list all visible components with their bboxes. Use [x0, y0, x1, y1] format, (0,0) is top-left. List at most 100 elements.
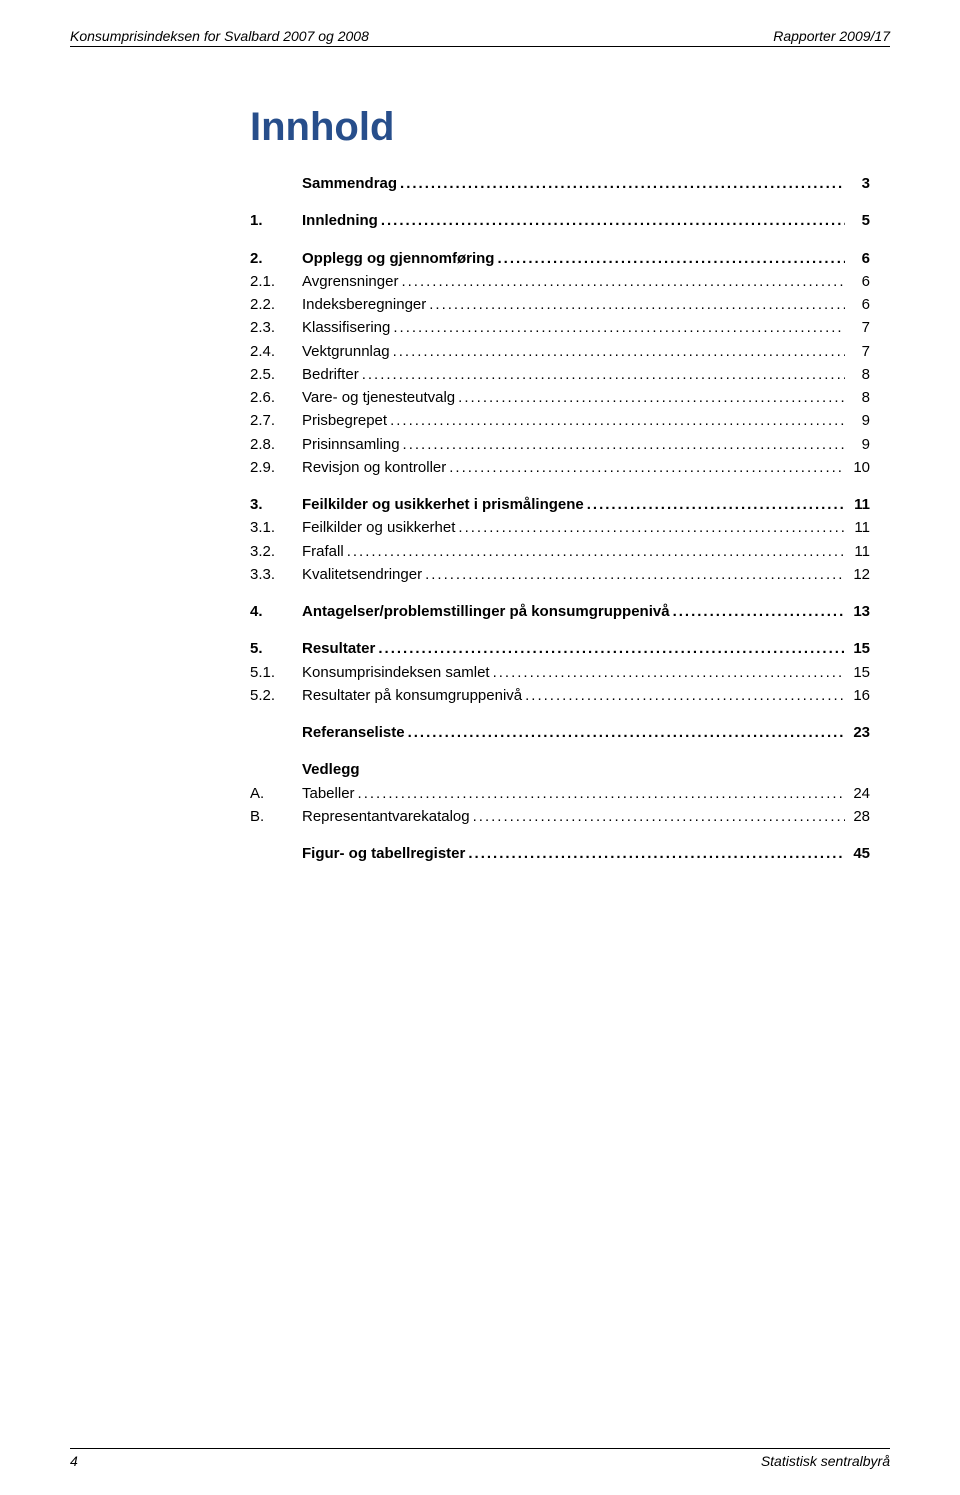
toc-row: 5.2.Resultater på konsumgruppenivå16	[250, 686, 870, 706]
toc-label: Resultater	[302, 639, 375, 659]
toc-leader	[458, 518, 845, 538]
toc-label: Feilkilder og usikkerhet	[302, 518, 455, 538]
section-gap	[250, 588, 870, 602]
toc-leader	[400, 174, 845, 194]
toc-leader	[429, 295, 845, 315]
running-footer: 4 Statistisk sentralbyrå	[70, 1448, 890, 1469]
toc-label: Figur- og tabellregister	[302, 844, 465, 864]
toc-row: 1.Innledning5	[250, 211, 870, 231]
toc-label: Feilkilder og usikkerhet i prismålingene	[302, 495, 584, 515]
toc-page: 15	[848, 639, 870, 659]
toc-label: Prisinnsamling	[302, 435, 400, 455]
toc-number: 1.	[250, 211, 302, 231]
toc-number: 5.1.	[250, 663, 302, 683]
toc-row: Referanseliste23	[250, 723, 870, 743]
toc-row: 2.8.Prisinnsamling9	[250, 435, 870, 455]
section-gap	[250, 746, 870, 760]
toc-label: Vedlegg	[302, 760, 360, 780]
toc-number: 2.2.	[250, 295, 302, 315]
toc-leader	[673, 602, 845, 622]
toc-page: 8	[848, 388, 870, 408]
toc-page: 15	[848, 663, 870, 683]
toc-row: 5.1.Konsumprisindeksen samlet15	[250, 663, 870, 683]
footer-page-number: 4	[70, 1453, 78, 1469]
toc-leader	[401, 272, 845, 292]
toc-number: 3.1.	[250, 518, 302, 538]
toc-number: 3.2.	[250, 542, 302, 562]
toc-leader	[390, 411, 845, 431]
toc-page: 10	[848, 458, 870, 478]
toc-row: Vedlegg	[250, 760, 870, 780]
toc-page: 6	[848, 272, 870, 292]
toc-row: 2.1.Avgrensninger6	[250, 272, 870, 292]
toc-label: Frafall	[302, 542, 344, 562]
toc-leader	[497, 249, 845, 269]
toc-page: 7	[848, 318, 870, 338]
toc-label: Vare- og tjenesteutvalg	[302, 388, 455, 408]
toc-page: 12	[848, 565, 870, 585]
toc-leader	[408, 723, 845, 743]
content-area: Innhold Sammendrag31.Innledning52.Oppleg…	[250, 105, 870, 864]
running-header: Konsumprisindeksen for Svalbard 2007 og …	[70, 28, 890, 44]
section-gap	[250, 197, 870, 211]
toc-number: 2.5.	[250, 365, 302, 385]
footer-publisher: Statistisk sentralbyrå	[761, 1453, 890, 1469]
section-gap	[250, 235, 870, 249]
toc-label: Prisbegrepet	[302, 411, 387, 431]
toc-leader	[468, 844, 845, 864]
toc-page: 23	[848, 723, 870, 743]
toc-row: 3.3.Kvalitetsendringer 12	[250, 565, 870, 585]
toc-leader	[525, 686, 845, 706]
toc-row: 2.6.Vare- og tjenesteutvalg8	[250, 388, 870, 408]
toc-page: 6	[848, 295, 870, 315]
toc-label: Antagelser/problemstillinger på konsumgr…	[302, 602, 670, 622]
toc-leader	[393, 342, 845, 362]
section-gap	[250, 709, 870, 723]
toc-leader	[381, 211, 845, 231]
toc-leader	[378, 639, 845, 659]
toc-row: 5.Resultater 15	[250, 639, 870, 659]
table-of-contents: Sammendrag31.Innledning52.Opplegg og gje…	[250, 174, 870, 864]
toc-number: 2.9.	[250, 458, 302, 478]
toc-number: A.	[250, 784, 302, 804]
toc-label: Kvalitetsendringer	[302, 565, 422, 585]
section-gap	[250, 830, 870, 844]
toc-leader	[449, 458, 845, 478]
toc-page: 16	[848, 686, 870, 706]
toc-label: Opplegg og gjennomføring	[302, 249, 494, 269]
header-rule	[70, 46, 890, 47]
toc-page: 11	[848, 542, 870, 562]
section-gap	[250, 625, 870, 639]
toc-number: 2.7.	[250, 411, 302, 431]
page-title: Innhold	[250, 105, 870, 150]
section-gap	[250, 481, 870, 495]
toc-label: Vektgrunnlag	[302, 342, 390, 362]
toc-row: 3.2.Frafall 11	[250, 542, 870, 562]
toc-row: B.Representantvarekatalog28	[250, 807, 870, 827]
toc-number: 2.4.	[250, 342, 302, 362]
header-right: Rapporter 2009/17	[773, 28, 890, 44]
toc-number: 2.3.	[250, 318, 302, 338]
toc-number: 3.3.	[250, 565, 302, 585]
toc-number: 2.1.	[250, 272, 302, 292]
toc-number: 5.2.	[250, 686, 302, 706]
toc-row: A.Tabeller 24	[250, 784, 870, 804]
toc-label: Klassifisering	[302, 318, 390, 338]
toc-leader	[358, 784, 845, 804]
toc-number: B.	[250, 807, 302, 827]
toc-number: 2.8.	[250, 435, 302, 455]
toc-page: 5	[848, 211, 870, 231]
toc-row: 2.9.Revisjon og kontroller10	[250, 458, 870, 478]
toc-page: 11	[848, 495, 870, 515]
toc-number: 3.	[250, 495, 302, 515]
toc-leader	[473, 807, 845, 827]
toc-page: 13	[848, 602, 870, 622]
toc-label: Tabeller	[302, 784, 355, 804]
toc-row: 2.3.Klassifisering 7	[250, 318, 870, 338]
toc-number: 5.	[250, 639, 302, 659]
toc-page: 24	[848, 784, 870, 804]
toc-row: 2.7.Prisbegrepet9	[250, 411, 870, 431]
toc-row: 2.Opplegg og gjennomføring6	[250, 249, 870, 269]
toc-row: 2.5.Bedrifter8	[250, 365, 870, 385]
toc-leader	[493, 663, 845, 683]
